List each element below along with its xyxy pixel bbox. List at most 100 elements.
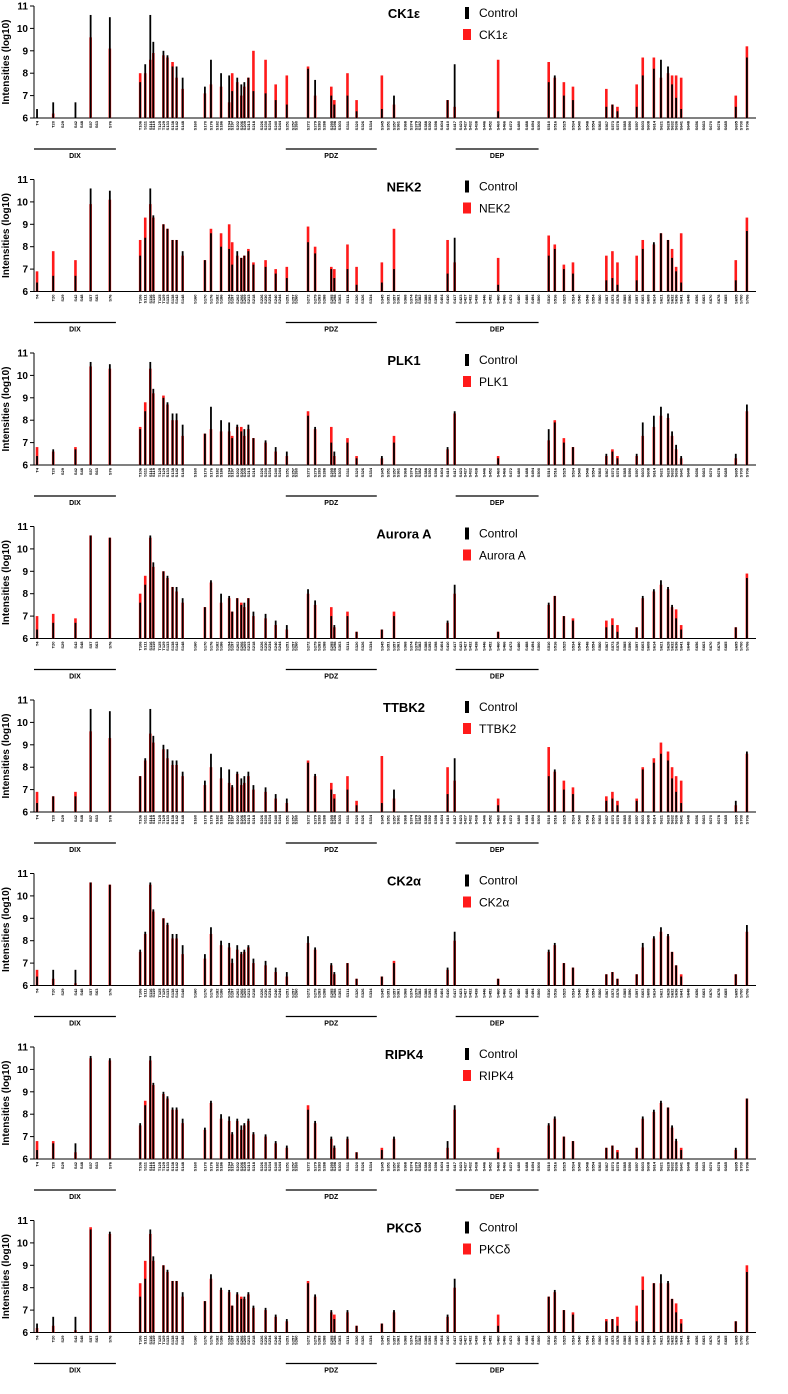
x-tick-label: S311 xyxy=(345,988,350,998)
x-tick-label: S446 xyxy=(481,1161,486,1171)
x-tick-label: S295 xyxy=(329,641,334,651)
x-tick-label: S432 xyxy=(467,120,472,130)
x-tick-label: S206 xyxy=(239,988,244,998)
control-bar-S111 xyxy=(144,1278,147,1333)
control-bar-S357 xyxy=(393,616,395,639)
x-tick-label: S590 xyxy=(627,294,632,304)
x-tick-label: S432 xyxy=(467,641,472,651)
control-bar-S142 xyxy=(175,413,178,465)
control-bar-S417 xyxy=(453,1278,456,1333)
x-tick-label: S510 xyxy=(546,641,551,651)
x-tick-label: S392 xyxy=(427,641,432,651)
control-bar-S621 xyxy=(660,233,662,292)
x-tick-label: S48 xyxy=(79,641,84,649)
x-tick-label: S213 xyxy=(246,1161,251,1171)
x-tick-label: T106 xyxy=(138,988,143,998)
domain-label-pdz: PDZ xyxy=(324,327,339,334)
control-bar-S142 xyxy=(175,1280,178,1333)
control-bar-T20 xyxy=(52,449,55,465)
x-tick-label: S578 xyxy=(615,1335,620,1345)
x-tick-label: S48 xyxy=(79,294,84,302)
control-bar-S597 xyxy=(635,106,638,118)
control-bar-S279 xyxy=(314,426,317,465)
x-tick-label: S404 xyxy=(439,120,444,130)
control-bar-S148 xyxy=(181,251,184,292)
x-tick-label: S427 xyxy=(462,120,467,130)
control-bar-S567 xyxy=(605,1321,608,1333)
control-bar-S251 xyxy=(285,972,288,986)
control-bar-S209 xyxy=(243,776,246,812)
x-tick-label: S48 xyxy=(79,467,84,475)
control-bar-S628 xyxy=(667,1107,669,1159)
control-bar-S213 xyxy=(247,77,250,118)
x-tick-label: S540 xyxy=(577,641,582,651)
x-tick-label: S320 xyxy=(354,120,359,130)
control-bar-S706 xyxy=(745,1272,748,1333)
control-bar-S170 xyxy=(203,1301,206,1333)
control-bar-S202 xyxy=(236,1118,239,1159)
x-tick-label: S272 xyxy=(306,294,311,304)
control-bar-S516 xyxy=(553,595,556,639)
x-tick-label: S361 xyxy=(396,988,401,998)
control-bar-S116 xyxy=(149,708,152,812)
control-bar-S573 xyxy=(611,798,614,812)
control-bar-S578 xyxy=(616,631,619,639)
control-bar-S119 xyxy=(152,41,155,119)
control-bar-S410 xyxy=(446,794,449,812)
x-tick-label: S706 xyxy=(744,120,749,130)
control-bar-S298 xyxy=(333,625,336,639)
y-axis-label: Intensities (log10) xyxy=(1,1234,12,1319)
x-tick-label: S670 xyxy=(708,120,713,130)
control-bar-S510 xyxy=(547,949,550,986)
panel-title: NEK2 xyxy=(387,180,422,195)
domain-label-pdz: PDZ xyxy=(324,674,339,681)
x-tick-label: S597 xyxy=(634,641,639,651)
control-bar-S516 xyxy=(553,942,556,986)
x-tick-label: S417 xyxy=(452,1335,457,1345)
control-bar-S516 xyxy=(553,1116,556,1159)
x-tick-label: S663 xyxy=(701,988,706,998)
panel-title: Aurora A xyxy=(376,527,432,542)
x-tick-label: S202 xyxy=(235,988,240,998)
x-tick-label: S573 xyxy=(610,294,615,304)
control-bar-S148 xyxy=(181,77,184,118)
x-tick-label: S251 xyxy=(284,1335,289,1345)
control-bar-S357 xyxy=(393,442,395,465)
x-tick-label: S641 xyxy=(679,120,684,130)
control-bar-S138 xyxy=(171,586,174,639)
x-tick-label: S621 xyxy=(658,814,663,824)
x-tick-label: S311 xyxy=(345,1335,350,1345)
x-tick-label: S597 xyxy=(634,120,639,130)
x-tick-label: S209 xyxy=(242,1161,247,1171)
x-tick-label: S251 xyxy=(284,814,289,824)
domain-label-pdz: PDZ xyxy=(324,500,339,507)
x-tick-label: S573 xyxy=(610,641,615,651)
legend-label-kinase: NEK2 xyxy=(479,202,511,216)
control-bar-S213 xyxy=(247,598,250,639)
control-bar-S206 xyxy=(240,778,243,812)
x-tick-label: S133 xyxy=(165,120,170,130)
x-tick-label: S603 xyxy=(640,467,645,477)
legend-swatch-control xyxy=(465,1048,469,1060)
kinase-bar-S345 xyxy=(380,262,384,292)
x-tick-label: S628 xyxy=(666,120,671,130)
x-tick-label: S560 xyxy=(597,120,602,130)
control-bar-S641 xyxy=(680,1323,683,1333)
x-tick-label: S260 xyxy=(293,1335,298,1345)
x-tick-label: S427 xyxy=(462,814,467,824)
x-tick-label: S197 xyxy=(230,988,235,998)
control-bar-S573 xyxy=(611,1145,614,1159)
control-bar-S597 xyxy=(635,800,638,812)
control-bar-S578 xyxy=(616,284,619,292)
x-tick-label: S695 xyxy=(733,988,738,998)
legend-label-control: Control xyxy=(479,1047,518,1061)
x-tick-label: S197 xyxy=(230,814,235,824)
x-tick-label: T129 xyxy=(161,1335,166,1345)
x-tick-label: S423 xyxy=(458,1161,463,1171)
x-tick-label: S379 xyxy=(414,641,419,651)
x-tick-label: S351 xyxy=(385,641,390,651)
domain-label-dix: DIX xyxy=(69,1368,81,1375)
control-bar-S706 xyxy=(745,1098,748,1159)
x-tick-label: S142 xyxy=(174,988,179,998)
